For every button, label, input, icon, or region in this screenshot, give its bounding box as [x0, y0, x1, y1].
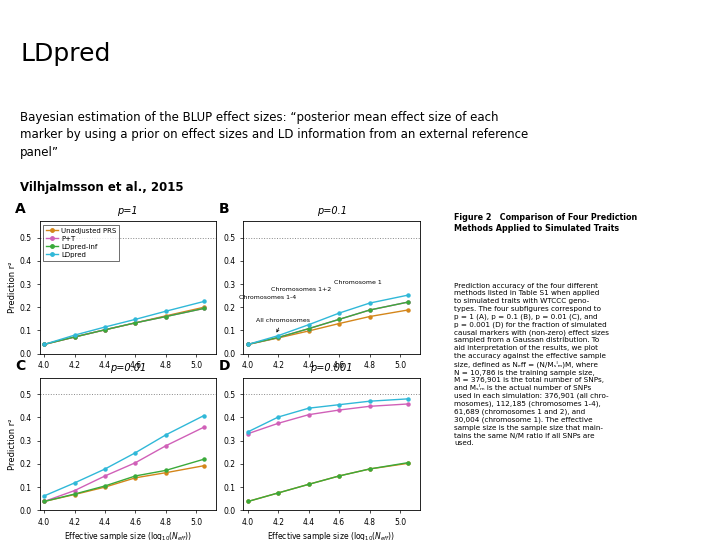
Text: p=0.001: p=0.001	[310, 363, 353, 373]
Legend: Unadjusted PRS, P+T, LDpred-inf, LDpred: Unadjusted PRS, P+T, LDpred-inf, LDpred	[43, 225, 119, 261]
Text: Chromosomes 1-4: Chromosomes 1-4	[239, 295, 297, 300]
Text: D: D	[219, 359, 230, 373]
Text: Vilhjalmsson et al., 2015: Vilhjalmsson et al., 2015	[20, 180, 184, 193]
Text: p=0.01: p=0.01	[109, 363, 146, 373]
Text: All chromosomes: All chromosomes	[256, 318, 310, 332]
Text: Bayesian estimation of the BLUP effect sizes: “posterior mean effect size of eac: Bayesian estimation of the BLUP effect s…	[20, 111, 528, 159]
Text: C: C	[15, 359, 25, 373]
Text: B: B	[219, 202, 229, 216]
Text: Figure 2   Comparison of Four Prediction
Methods Applied to Simulated Traits: Figure 2 Comparison of Four Prediction M…	[454, 213, 638, 233]
Text: p=1: p=1	[117, 206, 138, 216]
Y-axis label: Prediction r²: Prediction r²	[8, 262, 17, 313]
X-axis label: Effective sample size (log$_{10}$($N_{eff}$)): Effective sample size (log$_{10}$($N_{ef…	[267, 530, 396, 540]
Text: A: A	[15, 202, 26, 216]
Text: Chromosome 1: Chromosome 1	[334, 280, 382, 285]
Text: LDpred: LDpred	[20, 43, 111, 66]
Text: p=0.1: p=0.1	[317, 206, 346, 216]
Text: Prediction accuracy of the four different
methods listed in Table S1 when applie: Prediction accuracy of the four differen…	[454, 283, 609, 446]
Y-axis label: Prediction r²: Prediction r²	[8, 418, 17, 470]
Text: Chromosomes 1+2: Chromosomes 1+2	[271, 287, 331, 292]
X-axis label: Effective sample size (log$_{10}$($N_{eff}$)): Effective sample size (log$_{10}$($N_{ef…	[63, 530, 192, 540]
